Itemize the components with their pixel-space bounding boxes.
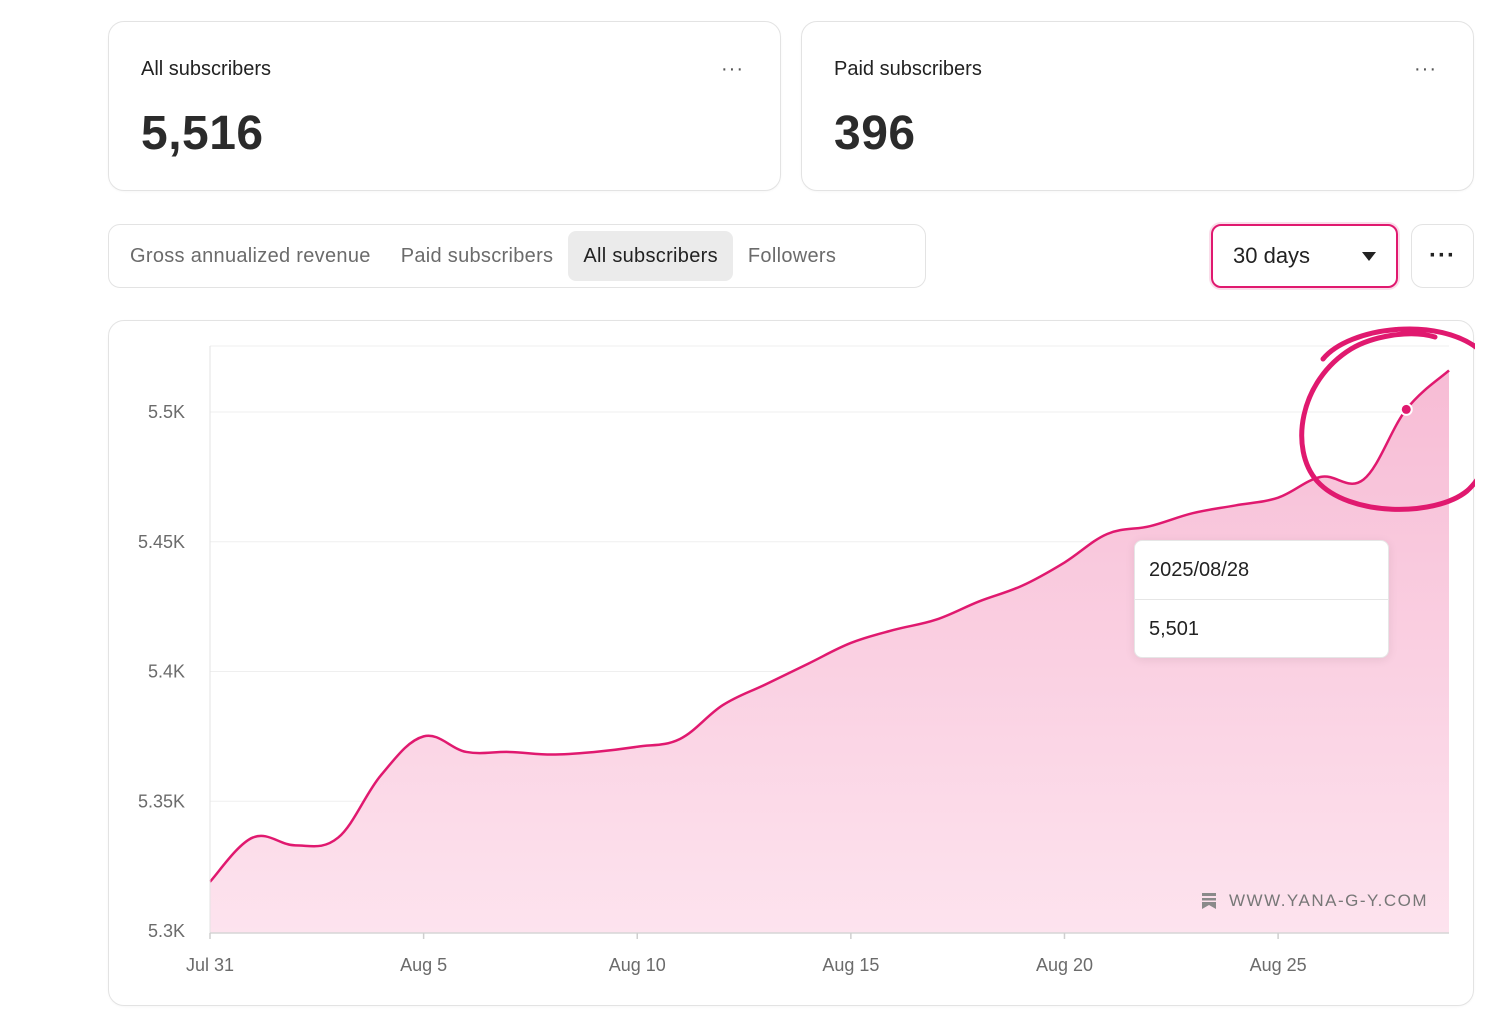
watermark-text: WWW.YANA-G-Y.COM [1229,891,1429,910]
all-subscribers-label: All subscribers [141,58,272,80]
series-line-all-subscribers [209,369,1450,883]
y-tick-label: 5.5K [148,402,185,422]
y-tick-label: 5.45K [138,532,185,552]
watermark: WWW.YANA-G-Y.COM [1201,891,1428,911]
y-tick-label: 5.4K [148,662,185,682]
metric-tabs: Gross annualized revenue Paid subscriber… [108,224,926,288]
tab-gross-annualized-revenue[interactable]: Gross annualized revenue [130,244,371,267]
x-tick-label: Aug 5 [400,955,447,975]
paid-subscribers-value: 396 [834,107,916,160]
x-tick-label: Aug 10 [609,955,666,975]
tooltip-divider [1135,599,1388,600]
tooltip-value: 5,501 [1149,618,1200,640]
y-tick-label: 5.3K [148,921,185,941]
all-subscribers-value: 5,516 [141,107,264,160]
x-tick-label: Aug 15 [822,955,879,975]
paid-subscribers-more-icon[interactable]: ··· [1414,58,1437,80]
paid-subscribers-card: Paid subscribers 396 ··· [801,21,1474,191]
chart-more-button[interactable]: ··· [1411,224,1474,288]
x-tick-label: Jul 31 [186,955,234,975]
chart-tooltip: 2025/08/28 5,501 [1134,540,1389,658]
date-range-select[interactable]: 30 days [1211,224,1398,288]
x-tick-label: Aug 25 [1250,955,1307,975]
tooltip-date: 2025/08/28 [1149,559,1250,581]
subscribers-chart[interactable]: 5.3K 5.35K 5.4K 5.45K 5.5K Jul 31 Aug 5 Aug 10 A… [109,321,1475,1007]
tab-followers[interactable]: Followers [747,244,837,267]
series-area-all-subscribers [210,370,1449,934]
all-subscribers-card: All subscribers 5,516 ··· [108,21,781,191]
hand-drawn-circle-annotation [1299,326,1475,512]
tab-paid-subscribers[interactable]: Paid subscribers [400,244,554,267]
date-range-value: 30 days [1233,243,1311,268]
bookmark-icon [1202,893,1216,909]
y-tick-label: 5.35K [138,791,185,811]
tab-all-subscribers[interactable]: All subscribers [568,231,733,281]
chart-card: 5.3K 5.35K 5.4K 5.45K 5.5K Jul 31 Aug 5 Aug 10 A… [108,320,1475,1007]
x-tick-label: Aug 20 [1036,955,1093,975]
all-subscribers-more-icon[interactable]: ··· [721,58,744,80]
highlight-point [1399,402,1413,416]
chevron-down-icon [1362,251,1376,261]
paid-subscribers-label: Paid subscribers [834,58,982,80]
